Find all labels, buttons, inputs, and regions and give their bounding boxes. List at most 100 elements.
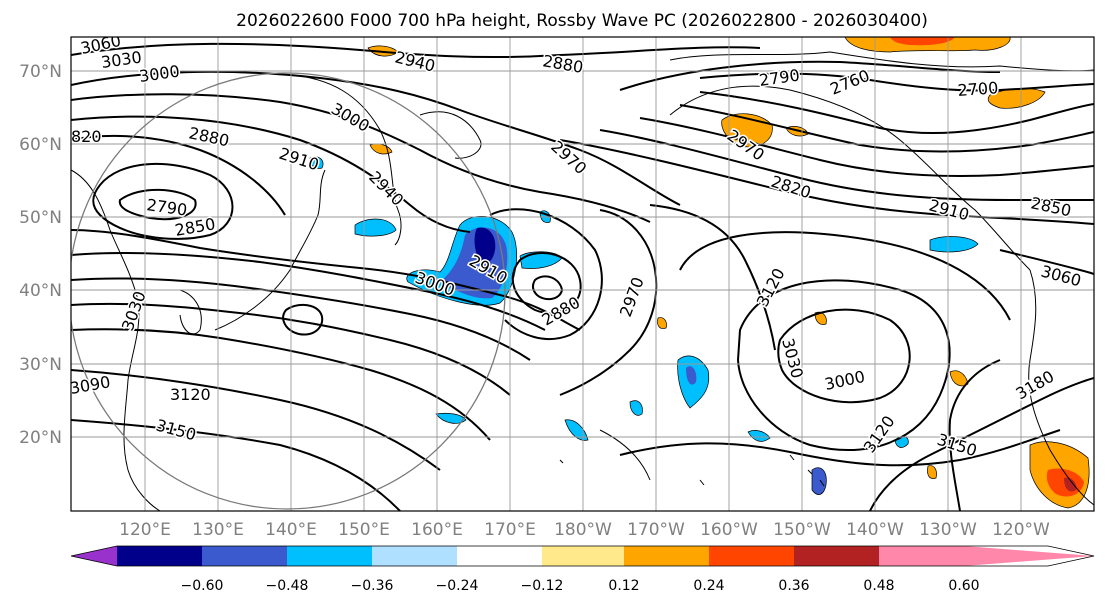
coastline-japan [214,169,326,331]
colorbar-tick-label: −0.48 [266,578,309,594]
lon-label: 130°E [192,520,244,540]
colorbar-segment [117,546,202,566]
pos-anomaly-region [657,317,667,329]
height-contour [71,328,491,441]
coastline-pacific-islands [559,429,705,486]
height-contour [559,139,1094,225]
colorbar-extend-min [71,546,117,566]
colorbar-segment [372,546,457,566]
colorbar-tick-label: −0.36 [351,578,394,594]
lon-label: 180°W [554,520,612,540]
colorbar-segment [879,546,964,566]
height-contour [948,359,1001,511]
height-contour [559,209,658,396]
pos-anomaly-region [949,370,969,387]
anomaly-shading [309,37,1090,509]
colorbar-segment [709,546,794,566]
coastlines [71,51,1094,511]
neg-anomaly-region [309,156,324,169]
height-contour [118,188,197,221]
graticule [71,37,1094,511]
lon-label: 150°E [338,520,390,540]
coastline-arctic [669,51,1094,72]
pos-anomaly-peak [1064,477,1077,492]
height-contour [679,231,1011,321]
height-contour [71,302,511,396]
lon-label: 150°W [773,520,831,540]
height-contour [777,308,911,404]
pos-anomaly-region [927,465,937,479]
hawaii-islands [789,454,825,487]
neg-anomaly-region [811,467,827,495]
height-contour [699,91,1094,135]
lat-label: 60°N [19,135,62,155]
coastline-korea [179,289,202,335]
neg-anomaly-region [929,236,979,253]
colorbar-extend-max [964,546,1094,566]
colorbar-outline [70,545,1095,567]
height-contour [699,72,1094,92]
latitude-labels: 20°N 30°N 40°N 50°N 60°N 70°N [19,62,62,448]
height-contour [869,377,1094,511]
height-contour [71,251,546,331]
height-contour [619,60,1001,91]
lon-label: 140°E [265,520,317,540]
coastline-bering [419,111,482,159]
map-frame [70,36,1095,512]
height-contour [736,279,951,451]
map-panel[interactable]: 3060 3030 3000 2940 2880 2790 2760 2700 … [68,31,1095,512]
height-contour [71,419,401,511]
lon-label: 120°W [992,520,1050,540]
neg-anomaly-core [686,366,697,385]
lon-label: 170°W [627,520,685,540]
neg-anomaly-region [747,430,771,442]
region-circle [71,72,506,510]
lat-label: 20°N [19,428,62,448]
height-contour [531,275,564,301]
contour-label: 3000 [138,61,181,85]
contour-label: 3120 [170,385,211,404]
height-contour [649,204,776,351]
neg-anomaly-region [435,412,467,424]
height-contour [71,369,441,471]
height-contour [71,93,651,223]
lon-label: 170°E [484,520,536,540]
colorbar-segment [287,546,372,566]
lon-label: 130°W [919,520,977,540]
height-contour [619,429,1061,467]
colorbar-tick-label: 0.48 [863,578,894,594]
colorbar-segment [202,546,287,566]
colorbar-segment [624,546,709,566]
pos-anomaly-strong [890,37,955,46]
lon-label: 160°W [700,520,758,540]
contour-label: 2700 [957,78,999,100]
height-contour [92,162,234,240]
height-contour [599,129,1094,202]
colorbar-segment [794,546,879,566]
neg-anomaly-peak [474,227,496,264]
colorbar-segment [457,546,542,566]
height-contour [282,303,324,336]
coastline-north-america [1028,269,1094,506]
colorbar-tick-label: 0.24 [693,578,724,594]
height-contours [71,42,1094,511]
coastline-asia [71,169,161,511]
height-contour [71,277,531,361]
lat-label: 50°N [19,208,62,228]
colorbar-tick-label: 0.60 [948,578,979,594]
lon-label: 160°E [411,520,463,540]
height-contour [639,117,1094,178]
figure-title: 2026022600 F000 700 hPa height, Rossby W… [236,11,928,31]
height-contour [71,115,471,233]
colorbar-tick-label: 0.36 [778,578,809,594]
lon-label: 140°W [846,520,904,540]
colorbar-tick-label: −0.24 [436,578,479,594]
colorbar-segment [542,546,624,566]
colorbar-tick-label: 0.12 [608,578,639,594]
height-contour [71,42,761,59]
lon-label: 120°E [119,520,171,540]
height-contour [71,134,286,216]
neg-anomaly-region [629,400,643,416]
neg-anomaly-region [564,419,589,441]
